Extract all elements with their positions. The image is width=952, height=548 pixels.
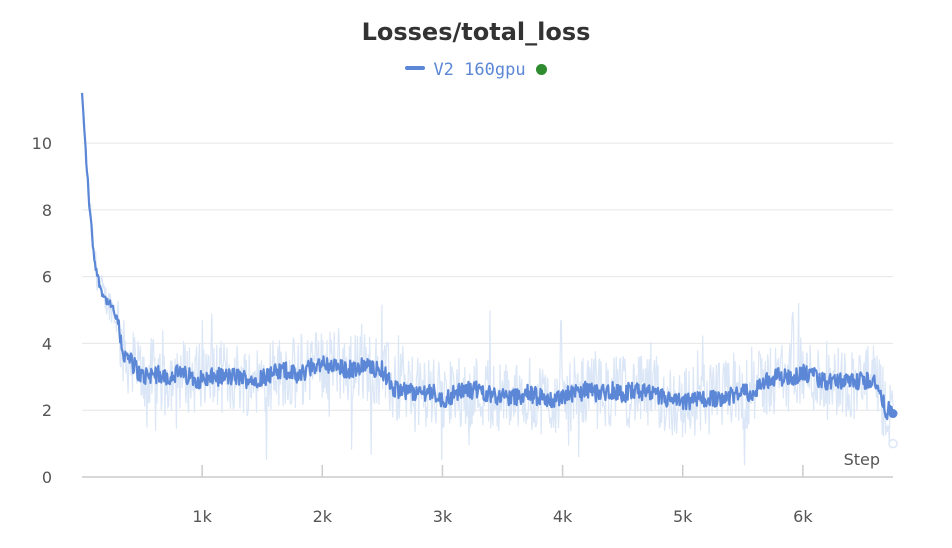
raw-series-layer bbox=[82, 92, 898, 466]
y-tick-label: 8 bbox=[42, 201, 52, 220]
legend[interactable]: V2 160gpu bbox=[0, 60, 952, 80]
x-tick-label: 1k bbox=[192, 507, 212, 526]
smoothed-series-layer bbox=[80, 92, 898, 421]
raw-loss-line bbox=[82, 92, 894, 466]
chart-title: Losses/total_loss bbox=[361, 18, 591, 46]
y-tick-label: 2 bbox=[42, 401, 52, 420]
x-tick-label: 2k bbox=[313, 507, 333, 526]
run-status-dot-icon bbox=[535, 63, 547, 75]
y-tick-label: 0 bbox=[42, 468, 52, 487]
grid-lines bbox=[82, 142, 893, 411]
legend-series-label: V2 160gpu bbox=[433, 60, 526, 80]
raw-end-marker bbox=[888, 438, 898, 449]
x-tick-label: 6k bbox=[793, 507, 813, 526]
x-tick-label: 3k bbox=[433, 507, 453, 526]
smoothed-loss-line bbox=[80, 92, 895, 421]
axes bbox=[82, 465, 893, 478]
legend-line-swatch bbox=[405, 66, 426, 70]
x-tick-label: 4k bbox=[553, 507, 573, 526]
x-axis-label: Step bbox=[844, 450, 880, 469]
tick-labels: 1k 2k 3k 4k 5k 6k 0 2 4 6 8 10 bbox=[32, 134, 814, 526]
smoothed-end-marker bbox=[888, 409, 898, 419]
y-tick-label: 10 bbox=[32, 134, 52, 153]
x-tick-label: 5k bbox=[673, 507, 693, 526]
y-tick-label: 6 bbox=[42, 268, 52, 287]
y-tick-label: 4 bbox=[42, 334, 52, 353]
